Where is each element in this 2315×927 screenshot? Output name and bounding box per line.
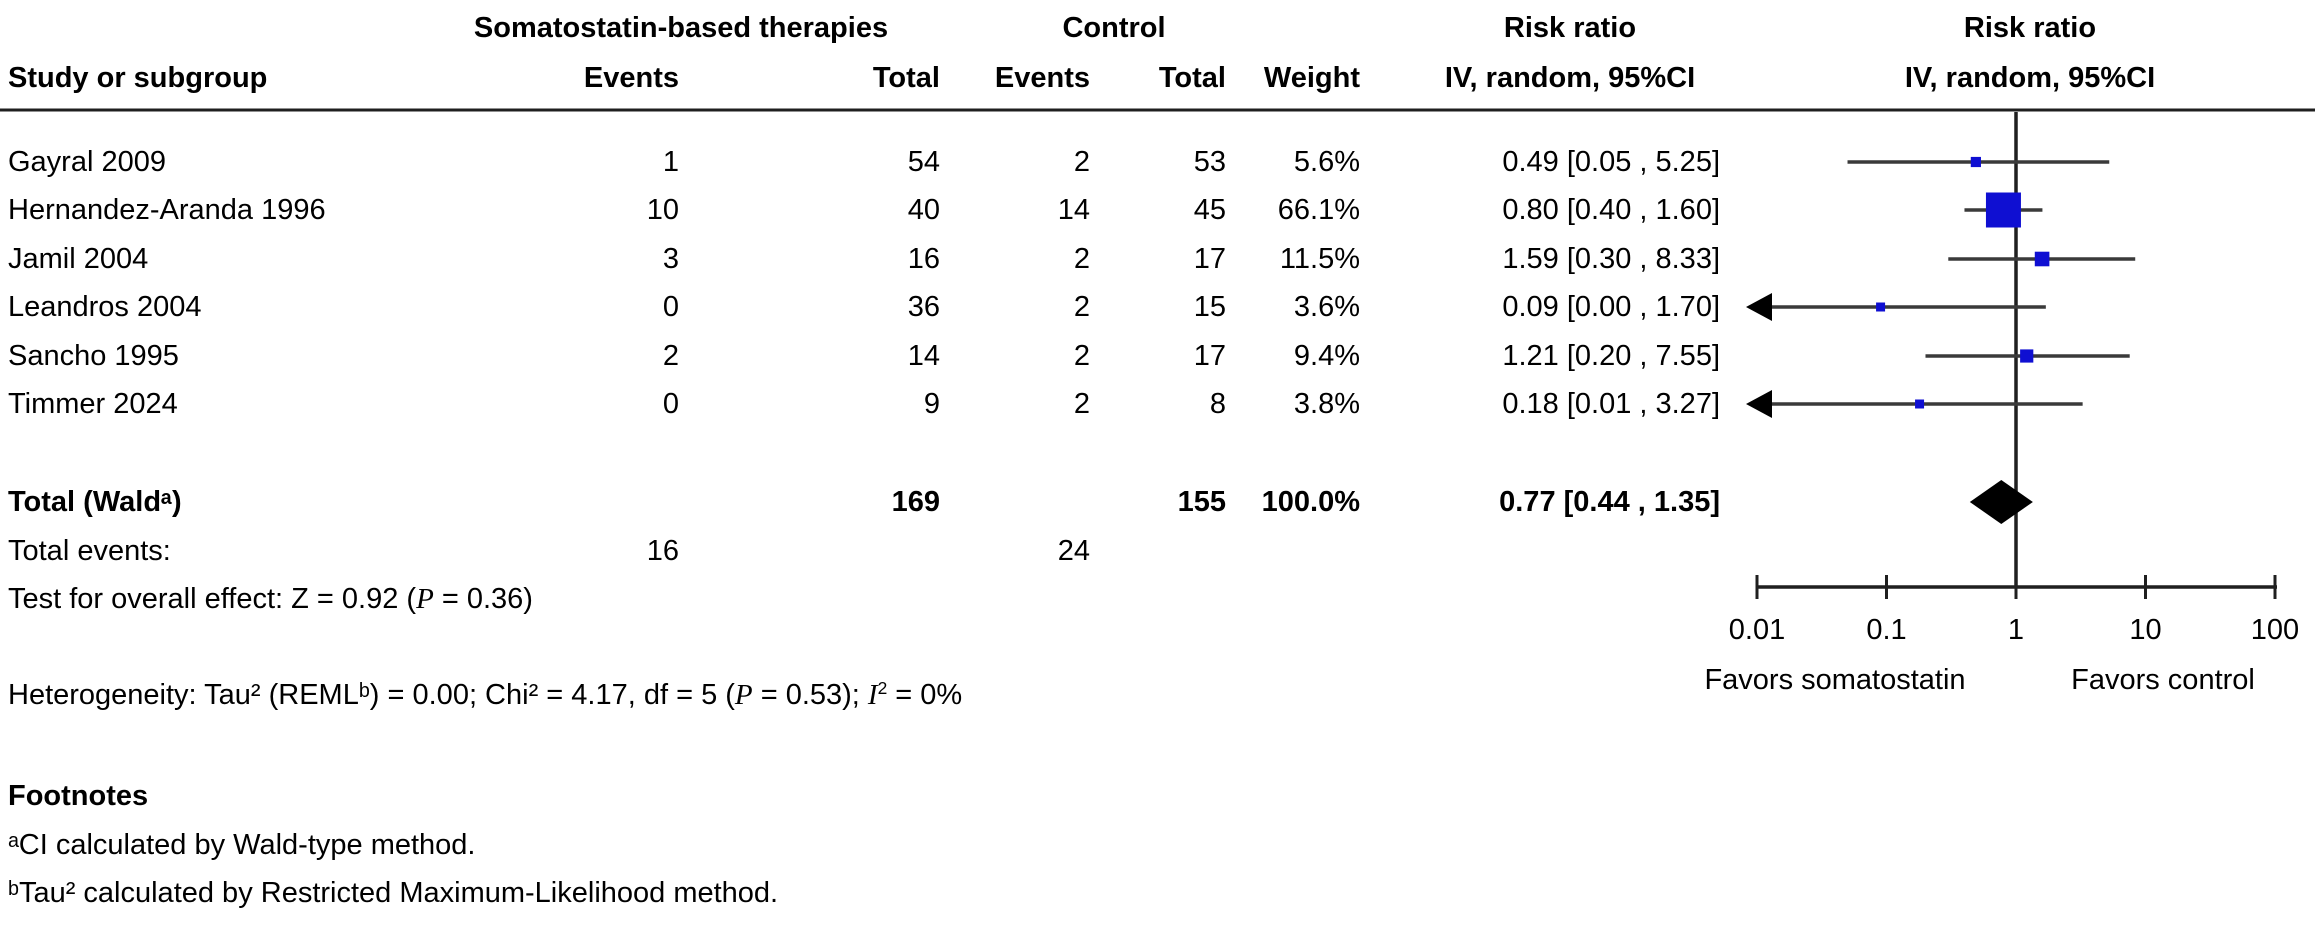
column-header-events-treatment: Events [583,62,679,94]
axis-tick-label: 10 [2129,614,2162,646]
axis-tick-label: 0.1 [1866,614,1907,646]
stat-symbol: I [867,679,878,711]
column-group-risk-ratio-text: Risk ratio [1503,12,1637,44]
effect-square [2034,251,2050,267]
stat-text: = 0% [887,679,963,711]
weight-value: 3.8% [1293,388,1360,420]
total-weight: 100.0% [1261,486,1360,518]
superscript: 2 [877,678,888,699]
footnote-a: ᵃCI calculated by Wald-type method. [8,829,476,861]
total-treatment-value: 9 [923,388,940,420]
ci-arrow-left-icon [1746,390,1772,418]
weight-value: 9.4% [1293,340,1360,372]
column-header-events-control: Events [994,62,1090,94]
weight-value: 5.6% [1293,146,1360,178]
weight-value: 66.1% [1277,194,1360,226]
total-treatment-n: 169 [891,486,940,518]
effect-square [1985,192,2021,228]
total-control-value: 17 [1193,340,1226,372]
events-control-value: 2 [1073,388,1090,420]
study-name: Sancho 1995 [8,340,179,372]
column-header-method-plot: IV, random, 95%CI [1904,62,2156,94]
ci-label: 0.80 [0.40 , 1.60] [1502,194,1720,226]
study-name: Jamil 2004 [8,243,149,275]
column-header-total-treatment: Total [872,62,940,94]
stat-text: Test for overall effect: Z = 0.92 ( [8,583,417,615]
axis-left-label: Favors somatostatin [1704,664,1966,696]
events-treatment-value: 10 [646,194,679,226]
total-treatment-value: 36 [907,291,940,323]
axis-tick-label: 100 [2250,614,2300,646]
total-treatment-value: 16 [907,243,940,275]
footnote-b: ᵇTau² calculated by Restricted Maximum-L… [8,877,779,909]
total-control-value: 17 [1193,243,1226,275]
study-name: Hernandez-Aranda 1996 [8,194,326,226]
stat-symbol: P [734,679,753,711]
axis-tick-label: 1 [2007,614,2025,646]
ci-arrow-left-icon [1746,293,1772,321]
events-treatment-value: 0 [662,291,679,323]
ci-label: 1.21 [0.20 , 7.55] [1502,340,1720,372]
events-control-value: 2 [1073,291,1090,323]
events-treatment-value: 1 [662,146,679,178]
footnotes-title: Footnotes [8,780,149,812]
group-header-control: Control [1062,12,1166,44]
events-treatment-value: 2 [662,340,679,372]
overall-effect-test: Test for overall effect: Z = 0.92 (P = 0… [8,579,1208,619]
events-control-value: 2 [1073,243,1090,275]
events-treatment-value: 3 [662,243,679,275]
total-treatment-value: 54 [907,146,940,178]
events-treatment-value: 0 [662,388,679,420]
study-name: Leandros 2004 [8,291,202,323]
column-group-risk-ratio-plot: Risk ratio [1963,12,2097,44]
axis-right-label: Favors control [2071,664,2255,696]
total-events-control: 24 [1057,535,1090,567]
weight-value: 3.6% [1293,291,1360,323]
group-header-treatment: Somatostatin-based therapies [473,12,889,44]
total-control-n: 155 [1177,486,1226,518]
total-control-value: 15 [1193,291,1226,323]
total-events-treatment: 16 [646,535,679,567]
total-diamond [1969,480,2033,524]
events-control-value: 2 [1073,340,1090,372]
column-header-weight: Weight [1263,62,1360,94]
total-treatment-value: 40 [907,194,940,226]
weight-value: 11.5% [1279,243,1360,275]
effect-square [2020,349,2034,363]
effect-square [1970,156,1981,168]
effect-square [1876,302,1886,312]
total-control-value: 45 [1193,194,1226,226]
effect-square [1915,399,1925,409]
total-ci-label: 0.77 [0.44 , 1.35] [1499,486,1720,518]
total-events-label: Total events: [8,535,171,567]
ci-label: 0.09 [0.00 , 1.70] [1502,291,1720,323]
ci-label: 0.18 [0.01 , 3.27] [1502,388,1720,420]
study-name: Gayral 2009 [8,146,166,178]
axis-tick-label: 0.01 [1728,614,1786,646]
events-control-value: 14 [1057,194,1090,226]
stat-symbol: P [416,583,434,615]
column-header-study: Study or subgroup [8,62,268,94]
total-control-value: 8 [1209,388,1226,420]
stat-text: Heterogeneity: Tau² (REMLᵇ) = 0.00; Chi²… [8,679,735,711]
total-treatment-value: 14 [907,340,940,372]
stat-text: = 0.36) [433,583,533,615]
heterogeneity-stats: Heterogeneity: Tau² (REMLᵇ) = 0.00; Chi²… [8,675,1408,715]
study-name: Timmer 2024 [8,388,178,420]
events-control-value: 2 [1073,146,1090,178]
stat-text: = 0.53); [752,679,868,711]
total-control-value: 53 [1193,146,1226,178]
ci-label: 0.49 [0.05 , 5.25] [1502,146,1720,178]
column-header-total-control: Total [1158,62,1226,94]
total-label: Total (Waldᵃ) [8,486,182,518]
column-header-method-text: IV, random, 95%CI [1444,62,1696,94]
ci-label: 1.59 [0.30 , 8.33] [1502,243,1720,275]
